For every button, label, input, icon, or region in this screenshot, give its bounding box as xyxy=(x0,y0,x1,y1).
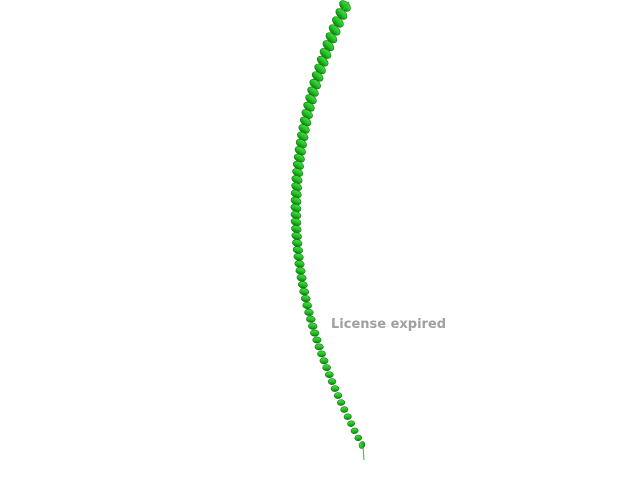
helix-turn xyxy=(299,288,310,296)
helix-turn xyxy=(308,322,318,330)
license-watermark: License expired xyxy=(331,317,447,332)
helix-turn xyxy=(300,294,311,303)
helix-turn xyxy=(296,274,307,282)
helix-turn xyxy=(325,371,334,379)
helix-turn xyxy=(322,364,331,372)
helix-turn xyxy=(340,406,349,413)
helix-turn xyxy=(310,329,320,337)
helix-turn xyxy=(314,343,324,351)
helix-turn xyxy=(333,392,343,399)
helix-turn xyxy=(294,260,305,268)
helix-turn xyxy=(304,308,314,316)
helix-turn xyxy=(319,357,329,365)
helix-terminus-top xyxy=(342,1,350,11)
helix-ribbon xyxy=(290,0,366,461)
helix-turn xyxy=(358,441,366,449)
helix-turn xyxy=(306,315,316,323)
helix-turn xyxy=(297,281,308,289)
helix-turn xyxy=(317,350,326,358)
helix-turn xyxy=(293,253,304,261)
helix-turn xyxy=(302,301,312,310)
helix-turn xyxy=(337,399,346,406)
helix-turn xyxy=(354,434,363,442)
helix-turn xyxy=(350,427,359,434)
helix-turn xyxy=(347,420,355,427)
helix-turn xyxy=(327,378,337,385)
helix-turn xyxy=(295,267,306,275)
helix-turn xyxy=(312,336,322,344)
helix-turn xyxy=(343,413,352,420)
helix-terminus-bottom xyxy=(362,445,365,461)
helix-turn xyxy=(330,385,340,392)
